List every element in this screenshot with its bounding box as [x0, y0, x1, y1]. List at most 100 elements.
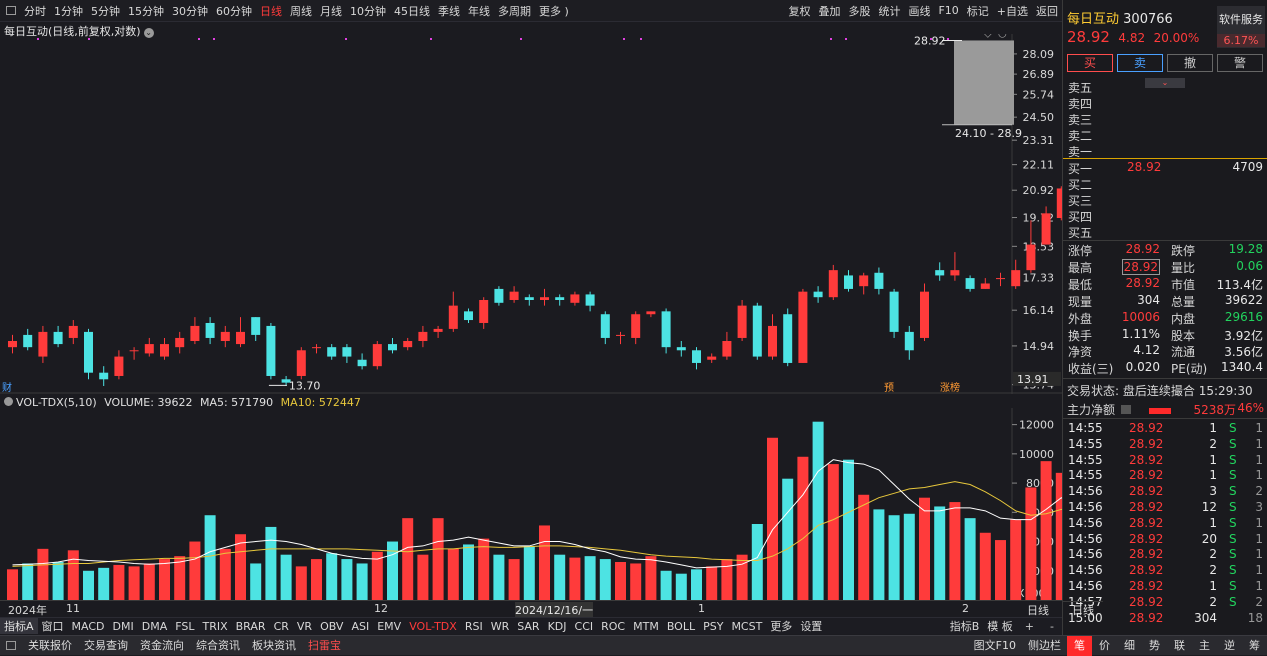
- candle[interactable]: [904, 325, 914, 360]
- indicator-tab[interactable]: CR: [273, 619, 289, 633]
- detail-tab[interactable]: 笔: [1067, 635, 1092, 656]
- candle[interactable]: [585, 291, 595, 312]
- indicator-tab[interactable]: OBV: [320, 619, 344, 633]
- candle[interactable]: [205, 317, 215, 345]
- candle[interactable]: [129, 347, 139, 360]
- candle[interactable]: [84, 328, 93, 380]
- tool-button[interactable]: 叠加: [818, 4, 841, 18]
- volume-bar[interactable]: [235, 534, 246, 600]
- candle[interactable]: [889, 288, 899, 338]
- volume-bar[interactable]: [706, 566, 718, 600]
- volume-bar[interactable]: [569, 557, 581, 600]
- candle[interactable]: [479, 297, 489, 329]
- candle[interactable]: [312, 344, 321, 354]
- candle[interactable]: [844, 270, 853, 292]
- candle[interactable]: [175, 331, 185, 354]
- volume-bar[interactable]: [797, 456, 809, 600]
- candle[interactable]: [448, 291, 458, 332]
- volume-bar[interactable]: [675, 573, 687, 600]
- candle[interactable]: [980, 278, 990, 289]
- detail-tab[interactable]: 联: [1174, 638, 1185, 652]
- volume-bar[interactable]: [827, 464, 839, 600]
- candle[interactable]: [99, 366, 109, 386]
- detail-tab[interactable]: 细: [1124, 638, 1135, 652]
- volume-bar[interactable]: [782, 478, 794, 600]
- volume-bar[interactable]: [67, 550, 79, 600]
- volume-bar[interactable]: [447, 548, 459, 600]
- candle[interactable]: [38, 325, 48, 363]
- candle[interactable]: [813, 286, 823, 303]
- volume-bar[interactable]: [295, 566, 307, 600]
- buy-level[interactable]: 买一: [1068, 162, 1093, 176]
- volume-bar[interactable]: [52, 562, 64, 600]
- candle[interactable]: [1041, 206, 1051, 245]
- candle[interactable]: [68, 320, 78, 345]
- tool-button[interactable]: F10: [938, 4, 959, 17]
- candle[interactable]: [220, 325, 230, 348]
- volume-bar[interactable]: [964, 518, 976, 600]
- volume-bar[interactable]: [37, 548, 49, 600]
- indicator-tab[interactable]: 窗口: [41, 620, 64, 633]
- sell-level[interactable]: 卖四: [1068, 97, 1093, 111]
- indicator-tab[interactable]: CCI: [574, 619, 594, 633]
- event-marker[interactable]: [88, 38, 90, 40]
- event-marker[interactable]: [830, 38, 832, 40]
- sell-level[interactable]: 卖一: [1068, 145, 1093, 159]
- indicator-tab[interactable]: BRAR: [235, 619, 266, 633]
- bottom-link[interactable]: 板块资讯: [252, 638, 296, 652]
- volume-bar[interactable]: [630, 563, 642, 600]
- candle[interactable]: [357, 353, 367, 370]
- buy-level[interactable]: 买五: [1068, 226, 1093, 240]
- volume-bar[interactable]: [356, 563, 368, 600]
- collapse-icon[interactable]: ⌄: [1145, 78, 1185, 88]
- period-tab[interactable]: 60分钟: [216, 4, 252, 18]
- volume-bar[interactable]: [7, 569, 18, 600]
- volume-bar[interactable]: [751, 524, 763, 600]
- volume-bar[interactable]: [311, 559, 322, 600]
- candle[interactable]: [464, 308, 473, 323]
- volume-bar[interactable]: [615, 562, 626, 600]
- volume-bar[interactable]: [417, 554, 429, 600]
- candle[interactable]: [722, 331, 732, 360]
- diamond-icon[interactable]: ◇: [984, 34, 992, 39]
- candle[interactable]: [1056, 186, 1062, 221]
- indicator-tab[interactable]: MCST: [731, 619, 763, 633]
- candle[interactable]: [631, 311, 641, 345]
- candle[interactable]: [388, 337, 397, 354]
- volume-bar[interactable]: [949, 502, 961, 600]
- bottom-right-link[interactable]: 侧边栏: [1028, 638, 1061, 652]
- volume-bar[interactable]: [189, 541, 201, 600]
- candle[interactable]: [692, 347, 701, 370]
- period-tab[interactable]: 多周期: [498, 4, 531, 18]
- chevron-down-icon[interactable]: ⌄: [143, 28, 154, 38]
- volume-bar[interactable]: [265, 526, 277, 600]
- volume-bar[interactable]: [721, 559, 733, 600]
- candle[interactable]: [707, 353, 717, 363]
- buy-level[interactable]: 买二: [1068, 178, 1093, 192]
- period-tab[interactable]: 季线: [438, 4, 460, 18]
- forecast-badge[interactable]: 预: [884, 382, 894, 394]
- volume-bar[interactable]: [83, 570, 94, 600]
- finance-badge[interactable]: 财: [2, 381, 12, 394]
- volume-bar[interactable]: [128, 566, 140, 600]
- candle[interactable]: [509, 286, 519, 303]
- candle[interactable]: [53, 325, 63, 348]
- volume-bar[interactable]: [387, 541, 398, 600]
- period-tab[interactable]: 15分钟: [128, 4, 164, 18]
- indicator-tab[interactable]: TRIX: [202, 619, 228, 633]
- volume-bar[interactable]: [858, 494, 870, 600]
- volume-bar[interactable]: [371, 551, 383, 600]
- candle[interactable]: [327, 344, 337, 360]
- indicator-tab[interactable]: VOL-TDX: [409, 619, 457, 633]
- indicator-tab[interactable]: ASI: [351, 619, 370, 633]
- candle[interactable]: [8, 334, 17, 354]
- candle[interactable]: [433, 325, 443, 338]
- event-marker[interactable]: [520, 38, 522, 40]
- volume-bar[interactable]: [159, 559, 170, 600]
- candle[interactable]: [646, 311, 656, 318]
- candle[interactable]: [600, 311, 610, 345]
- window-toggle-icon[interactable]: [6, 6, 16, 15]
- indicator-tab[interactable]: ROC: [601, 619, 626, 633]
- indicator-right-tab[interactable]: 模 板: [987, 620, 1013, 633]
- candle[interactable]: [570, 291, 580, 306]
